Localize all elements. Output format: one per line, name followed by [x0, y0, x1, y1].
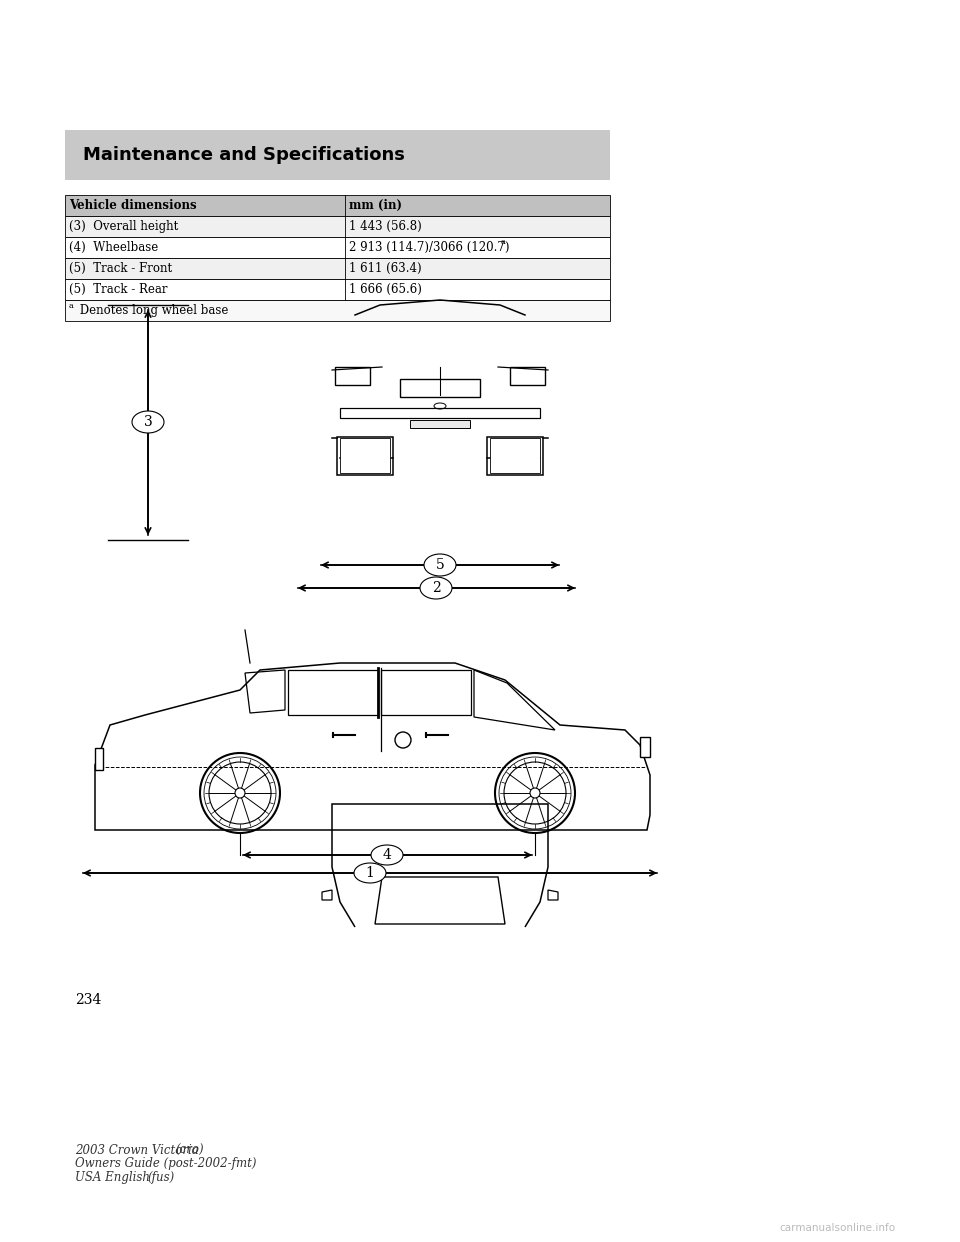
Ellipse shape [371, 845, 403, 864]
Text: a: a [69, 303, 74, 310]
Text: 1 611 (63.4): 1 611 (63.4) [349, 262, 421, 274]
Bar [335, 366, 370, 385]
Text: 2: 2 [432, 581, 441, 595]
Text: carmanualsonline.info: carmanualsonline.info [779, 1223, 895, 1233]
Ellipse shape [132, 411, 164, 433]
Bar [65, 301, 610, 320]
Text: mm (in): mm (in) [349, 199, 402, 212]
Text: 234: 234 [75, 994, 102, 1007]
Circle shape [235, 787, 245, 799]
Bar [65, 279, 610, 301]
Bar [65, 130, 610, 180]
Bar [337, 437, 393, 474]
Text: Owners Guide (post-2002-fmt): Owners Guide (post-2002-fmt) [75, 1158, 256, 1170]
Bar [65, 237, 610, 258]
Text: 1: 1 [366, 866, 374, 881]
Text: (5)  Track - Front: (5) Track - Front [69, 262, 172, 274]
Bar [95, 748, 103, 770]
Text: (fus): (fus) [147, 1171, 175, 1185]
Text: 3: 3 [144, 415, 153, 428]
Text: 2 913 (114.7)/3066 (120.7): 2 913 (114.7)/3066 (120.7) [349, 241, 510, 255]
Bar [65, 216, 610, 237]
Text: USA English: USA English [75, 1171, 150, 1185]
Text: Denotes long wheel base: Denotes long wheel base [76, 304, 228, 317]
Text: (5)  Track - Rear: (5) Track - Rear [69, 283, 167, 296]
Ellipse shape [424, 554, 456, 576]
Text: 4: 4 [383, 848, 392, 862]
Text: 2003 Crown Victoria: 2003 Crown Victoria [75, 1144, 199, 1156]
Ellipse shape [420, 578, 452, 599]
Text: 5: 5 [436, 558, 444, 573]
Bar [410, 420, 470, 428]
Circle shape [530, 787, 540, 799]
Bar [400, 379, 480, 397]
Text: (4)  Wheelbase: (4) Wheelbase [69, 241, 158, 255]
Text: (3)  Overall height: (3) Overall height [69, 220, 179, 233]
Bar [487, 437, 543, 474]
Text: 1 666 (65.6): 1 666 (65.6) [349, 283, 421, 296]
Ellipse shape [354, 863, 386, 883]
Bar [340, 409, 540, 419]
Bar [640, 737, 650, 758]
Text: 1 443 (56.8): 1 443 (56.8) [349, 220, 421, 233]
Bar [65, 195, 610, 216]
Text: Vehicle dimensions: Vehicle dimensions [69, 199, 197, 212]
Bar [490, 438, 540, 473]
Text: a: a [501, 238, 506, 246]
Text: (cro): (cro) [175, 1144, 204, 1156]
Bar [340, 438, 390, 473]
Bar [510, 366, 545, 385]
Bar [65, 258, 610, 279]
Text: Maintenance and Specifications: Maintenance and Specifications [83, 147, 405, 164]
